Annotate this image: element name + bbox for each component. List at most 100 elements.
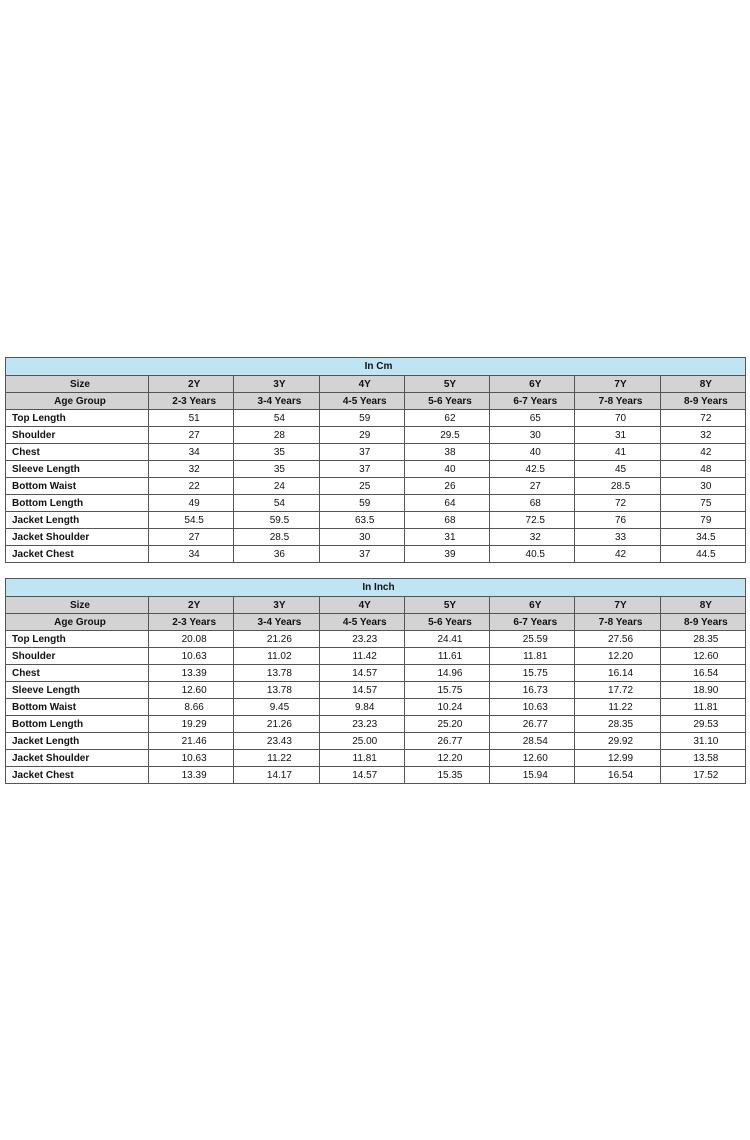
size-header-cell: 7Y [574, 596, 661, 614]
age-group-header-label: Age Group [5, 613, 149, 631]
measurement-label: Jacket Length [5, 511, 149, 529]
measurement-value: 16.73 [489, 681, 576, 699]
measurement-label: Top Length [5, 409, 149, 427]
age-group-header-cell: 4-5 Years [318, 613, 405, 631]
measurement-value: 59.5 [233, 511, 320, 529]
size-chart-cm-table: In Cm Size 2Y 3Y 4Y 5Y 6Y 7Y 8Y Age Group 2-3 Year… [5, 357, 747, 563]
measurement-value: 75 [659, 494, 747, 512]
measurement-value: 37 [318, 443, 405, 461]
measurement-value: 76 [574, 511, 661, 529]
size-header-cell: 2Y [147, 596, 235, 614]
table-row: Jacket Shoulder 10.63 11.22 11.81 12.20 12.60… [5, 749, 747, 767]
table-title: In Inch [5, 578, 746, 597]
measurement-value: 64 [403, 494, 491, 512]
measurement-value: 11.81 [318, 749, 405, 767]
measurement-value: 28.35 [659, 630, 747, 648]
measurement-value: 31.10 [659, 732, 747, 750]
measurement-label: Bottom Waist [5, 698, 149, 716]
measurement-value: 17.72 [574, 681, 661, 699]
measurement-value: 14.57 [318, 766, 405, 784]
measurement-value: 10.24 [403, 698, 491, 716]
age-group-header-cell: 7-8 Years [574, 392, 661, 410]
measurement-value: 28.5 [233, 528, 320, 546]
measurement-value: 29.53 [659, 715, 747, 733]
measurement-value: 79 [659, 511, 747, 529]
measurement-label: Bottom Length [5, 715, 149, 733]
measurement-value: 14.17 [233, 766, 320, 784]
measurement-value: 42 [574, 545, 661, 563]
measurement-value: 12.60 [489, 749, 576, 767]
measurement-value: 32 [489, 528, 576, 546]
measurement-value: 28 [233, 426, 320, 444]
measurement-value: 12.20 [574, 647, 661, 665]
measurement-value: 33 [574, 528, 661, 546]
measurement-label: Jacket Length [5, 732, 149, 750]
measurement-value: 14.57 [318, 664, 405, 682]
measurement-value: 25.59 [489, 630, 576, 648]
measurement-value: 23.23 [318, 630, 405, 648]
table-row: Sleeve Length 32 35 37 40 42.5 45 48 [5, 460, 747, 478]
measurement-value: 13.39 [147, 664, 235, 682]
measurement-value: 30 [318, 528, 405, 546]
measurement-value: 16.54 [574, 766, 661, 784]
measurement-value: 11.61 [403, 647, 491, 665]
measurement-value: 14.57 [318, 681, 405, 699]
size-header-cell: 5Y [403, 375, 491, 393]
age-group-header-cell: 5-6 Years [403, 613, 491, 631]
measurement-value: 15.75 [403, 681, 491, 699]
measurement-value: 35 [233, 443, 320, 461]
age-group-header-cell: 6-7 Years [489, 392, 576, 410]
measurement-value: 15.94 [489, 766, 576, 784]
measurement-value: 12.60 [147, 681, 235, 699]
measurement-value: 42.5 [489, 460, 576, 478]
measurement-value: 11.42 [318, 647, 405, 665]
table-row: Bottom Length 49 54 59 64 68 72 75 [5, 494, 747, 512]
measurement-value: 13.58 [659, 749, 747, 767]
age-group-header-cell: 4-5 Years [318, 392, 405, 410]
measurement-value: 34.5 [659, 528, 747, 546]
measurement-value: 27 [147, 528, 235, 546]
measurement-value: 70 [574, 409, 661, 427]
measurement-value: 21.26 [233, 715, 320, 733]
measurement-value: 41 [574, 443, 661, 461]
measurement-value: 42 [659, 443, 747, 461]
measurement-label: Chest [5, 443, 149, 461]
measurement-value: 72 [574, 494, 661, 512]
measurement-value: 32 [147, 460, 235, 478]
table-row: Jacket Shoulder 27 28.5 30 31 32 33 34.5 [5, 528, 747, 546]
measurement-value: 30 [659, 477, 747, 495]
measurement-value: 9.45 [233, 698, 320, 716]
measurement-value: 8.66 [147, 698, 235, 716]
measurement-value: 23.43 [233, 732, 320, 750]
size-header-label: Size [5, 375, 149, 393]
measurement-value: 9.84 [318, 698, 405, 716]
size-header-cell: 8Y [659, 596, 747, 614]
measurement-value: 30 [489, 426, 576, 444]
table-row: Top Length 51 54 59 62 65 70 72 [5, 409, 747, 427]
measurement-value: 14.96 [403, 664, 491, 682]
measurement-value: 38 [403, 443, 491, 461]
measurement-value: 31 [574, 426, 661, 444]
measurement-value: 11.81 [659, 698, 747, 716]
measurement-value: 25 [318, 477, 405, 495]
measurement-value: 35 [233, 460, 320, 478]
measurement-label: Jacket Shoulder [5, 528, 149, 546]
measurement-value: 27.56 [574, 630, 661, 648]
size-header-cell: 2Y [147, 375, 235, 393]
measurement-label: Chest [5, 664, 149, 682]
measurement-value: 40.5 [489, 545, 576, 563]
measurement-value: 28.5 [574, 477, 661, 495]
measurement-value: 32 [659, 426, 747, 444]
table-row: Jacket Length 21.46 23.43 25.00 26.77 28.54 29… [5, 732, 747, 750]
measurement-value: 45 [574, 460, 661, 478]
measurement-label: Sleeve Length [5, 460, 149, 478]
measurement-value: 18.90 [659, 681, 747, 699]
measurement-value: 22 [147, 477, 235, 495]
measurement-value: 27 [489, 477, 576, 495]
age-group-header-cell: 2-3 Years [147, 392, 235, 410]
measurement-value: 23.23 [318, 715, 405, 733]
age-group-header-cell: 8-9 Years [659, 392, 747, 410]
measurement-value: 10.63 [489, 698, 576, 716]
measurement-value: 15.35 [403, 766, 491, 784]
measurement-value: 59 [318, 494, 405, 512]
